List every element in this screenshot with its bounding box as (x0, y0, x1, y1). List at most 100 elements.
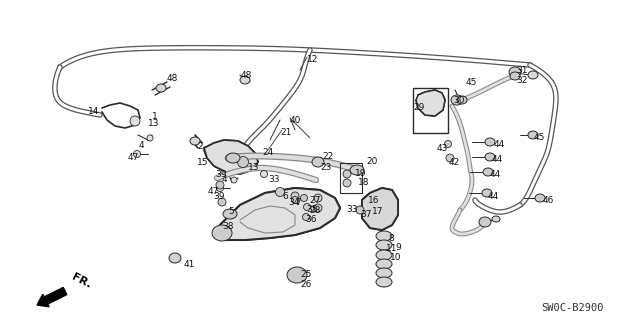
Text: 45: 45 (466, 78, 477, 87)
Text: 47: 47 (128, 153, 140, 162)
Ellipse shape (312, 157, 324, 167)
Text: 33: 33 (346, 205, 358, 214)
Text: 4: 4 (222, 175, 228, 184)
Polygon shape (362, 188, 398, 230)
Bar (340, 163, 362, 193)
Text: 22: 22 (322, 152, 333, 161)
Text: 13: 13 (148, 119, 159, 128)
Circle shape (216, 181, 224, 189)
Ellipse shape (223, 209, 237, 219)
Ellipse shape (485, 138, 495, 146)
Text: 32: 32 (516, 76, 527, 85)
Ellipse shape (485, 153, 495, 161)
Text: 5: 5 (228, 207, 234, 216)
Circle shape (291, 196, 298, 204)
Circle shape (314, 194, 322, 202)
Text: 8: 8 (388, 234, 394, 243)
Text: 42: 42 (449, 158, 460, 167)
Circle shape (445, 140, 451, 148)
Text: 21: 21 (280, 128, 291, 137)
Circle shape (303, 213, 310, 220)
Text: 38: 38 (222, 222, 234, 231)
Polygon shape (416, 90, 445, 116)
Text: 36: 36 (305, 215, 317, 224)
Text: 2: 2 (197, 142, 203, 151)
Text: 23: 23 (320, 163, 332, 172)
Text: 9: 9 (395, 243, 401, 252)
Ellipse shape (240, 76, 250, 84)
Text: 46: 46 (543, 196, 554, 205)
Circle shape (147, 135, 153, 141)
Text: 15: 15 (197, 158, 209, 167)
Circle shape (303, 204, 310, 211)
Ellipse shape (492, 216, 500, 222)
Polygon shape (204, 140, 258, 174)
Circle shape (291, 192, 299, 200)
Ellipse shape (376, 277, 392, 287)
Text: 16: 16 (368, 196, 380, 205)
Text: 45: 45 (534, 133, 545, 142)
Text: 10: 10 (390, 253, 401, 262)
Ellipse shape (479, 217, 491, 227)
Text: 48: 48 (167, 74, 179, 83)
Text: 18: 18 (358, 178, 369, 187)
Text: 25: 25 (300, 270, 312, 279)
Ellipse shape (457, 96, 467, 104)
Text: 30: 30 (453, 96, 465, 105)
Ellipse shape (376, 250, 392, 260)
Ellipse shape (156, 84, 166, 92)
Circle shape (237, 156, 248, 167)
Ellipse shape (190, 137, 200, 145)
Ellipse shape (528, 131, 538, 139)
Polygon shape (218, 188, 340, 240)
Circle shape (446, 154, 454, 162)
Text: 24: 24 (262, 148, 273, 157)
Text: 13: 13 (248, 163, 259, 172)
Ellipse shape (376, 240, 392, 250)
Text: 31: 31 (516, 66, 527, 75)
Bar (413, 88, 448, 133)
Ellipse shape (535, 194, 545, 202)
Text: 40: 40 (290, 116, 301, 125)
Text: 27: 27 (309, 196, 321, 205)
Circle shape (343, 179, 351, 187)
Ellipse shape (510, 72, 520, 80)
Text: 39: 39 (213, 192, 225, 201)
Ellipse shape (212, 225, 232, 241)
Circle shape (275, 188, 285, 196)
Text: 28: 28 (309, 206, 321, 215)
Text: 19: 19 (355, 169, 367, 178)
Text: 29: 29 (413, 103, 424, 112)
Ellipse shape (376, 268, 392, 278)
Text: 14: 14 (88, 107, 99, 116)
Text: 11: 11 (386, 244, 397, 253)
Text: 12: 12 (307, 55, 318, 64)
Circle shape (134, 150, 141, 157)
Ellipse shape (528, 71, 538, 79)
Circle shape (231, 177, 237, 183)
Text: 44: 44 (492, 155, 503, 164)
Text: 44: 44 (488, 192, 499, 201)
Circle shape (130, 116, 140, 126)
Text: 7: 7 (295, 198, 301, 207)
Text: 26: 26 (300, 280, 312, 289)
Text: 37: 37 (360, 210, 371, 219)
Text: SW0C-B2900: SW0C-B2900 (541, 303, 604, 313)
Ellipse shape (482, 189, 492, 197)
Text: 39: 39 (215, 170, 227, 179)
Circle shape (343, 170, 351, 178)
Text: 20: 20 (366, 157, 378, 166)
Text: 41: 41 (184, 260, 195, 269)
Circle shape (216, 185, 223, 191)
Ellipse shape (226, 153, 240, 163)
Circle shape (260, 171, 268, 178)
Ellipse shape (169, 253, 181, 263)
Text: 48: 48 (241, 71, 252, 80)
Ellipse shape (350, 165, 364, 175)
Text: 44: 44 (494, 140, 505, 149)
FancyArrow shape (37, 287, 67, 307)
Circle shape (314, 204, 322, 212)
Text: 4: 4 (139, 141, 145, 150)
Ellipse shape (509, 67, 521, 77)
Text: 33: 33 (268, 175, 280, 184)
